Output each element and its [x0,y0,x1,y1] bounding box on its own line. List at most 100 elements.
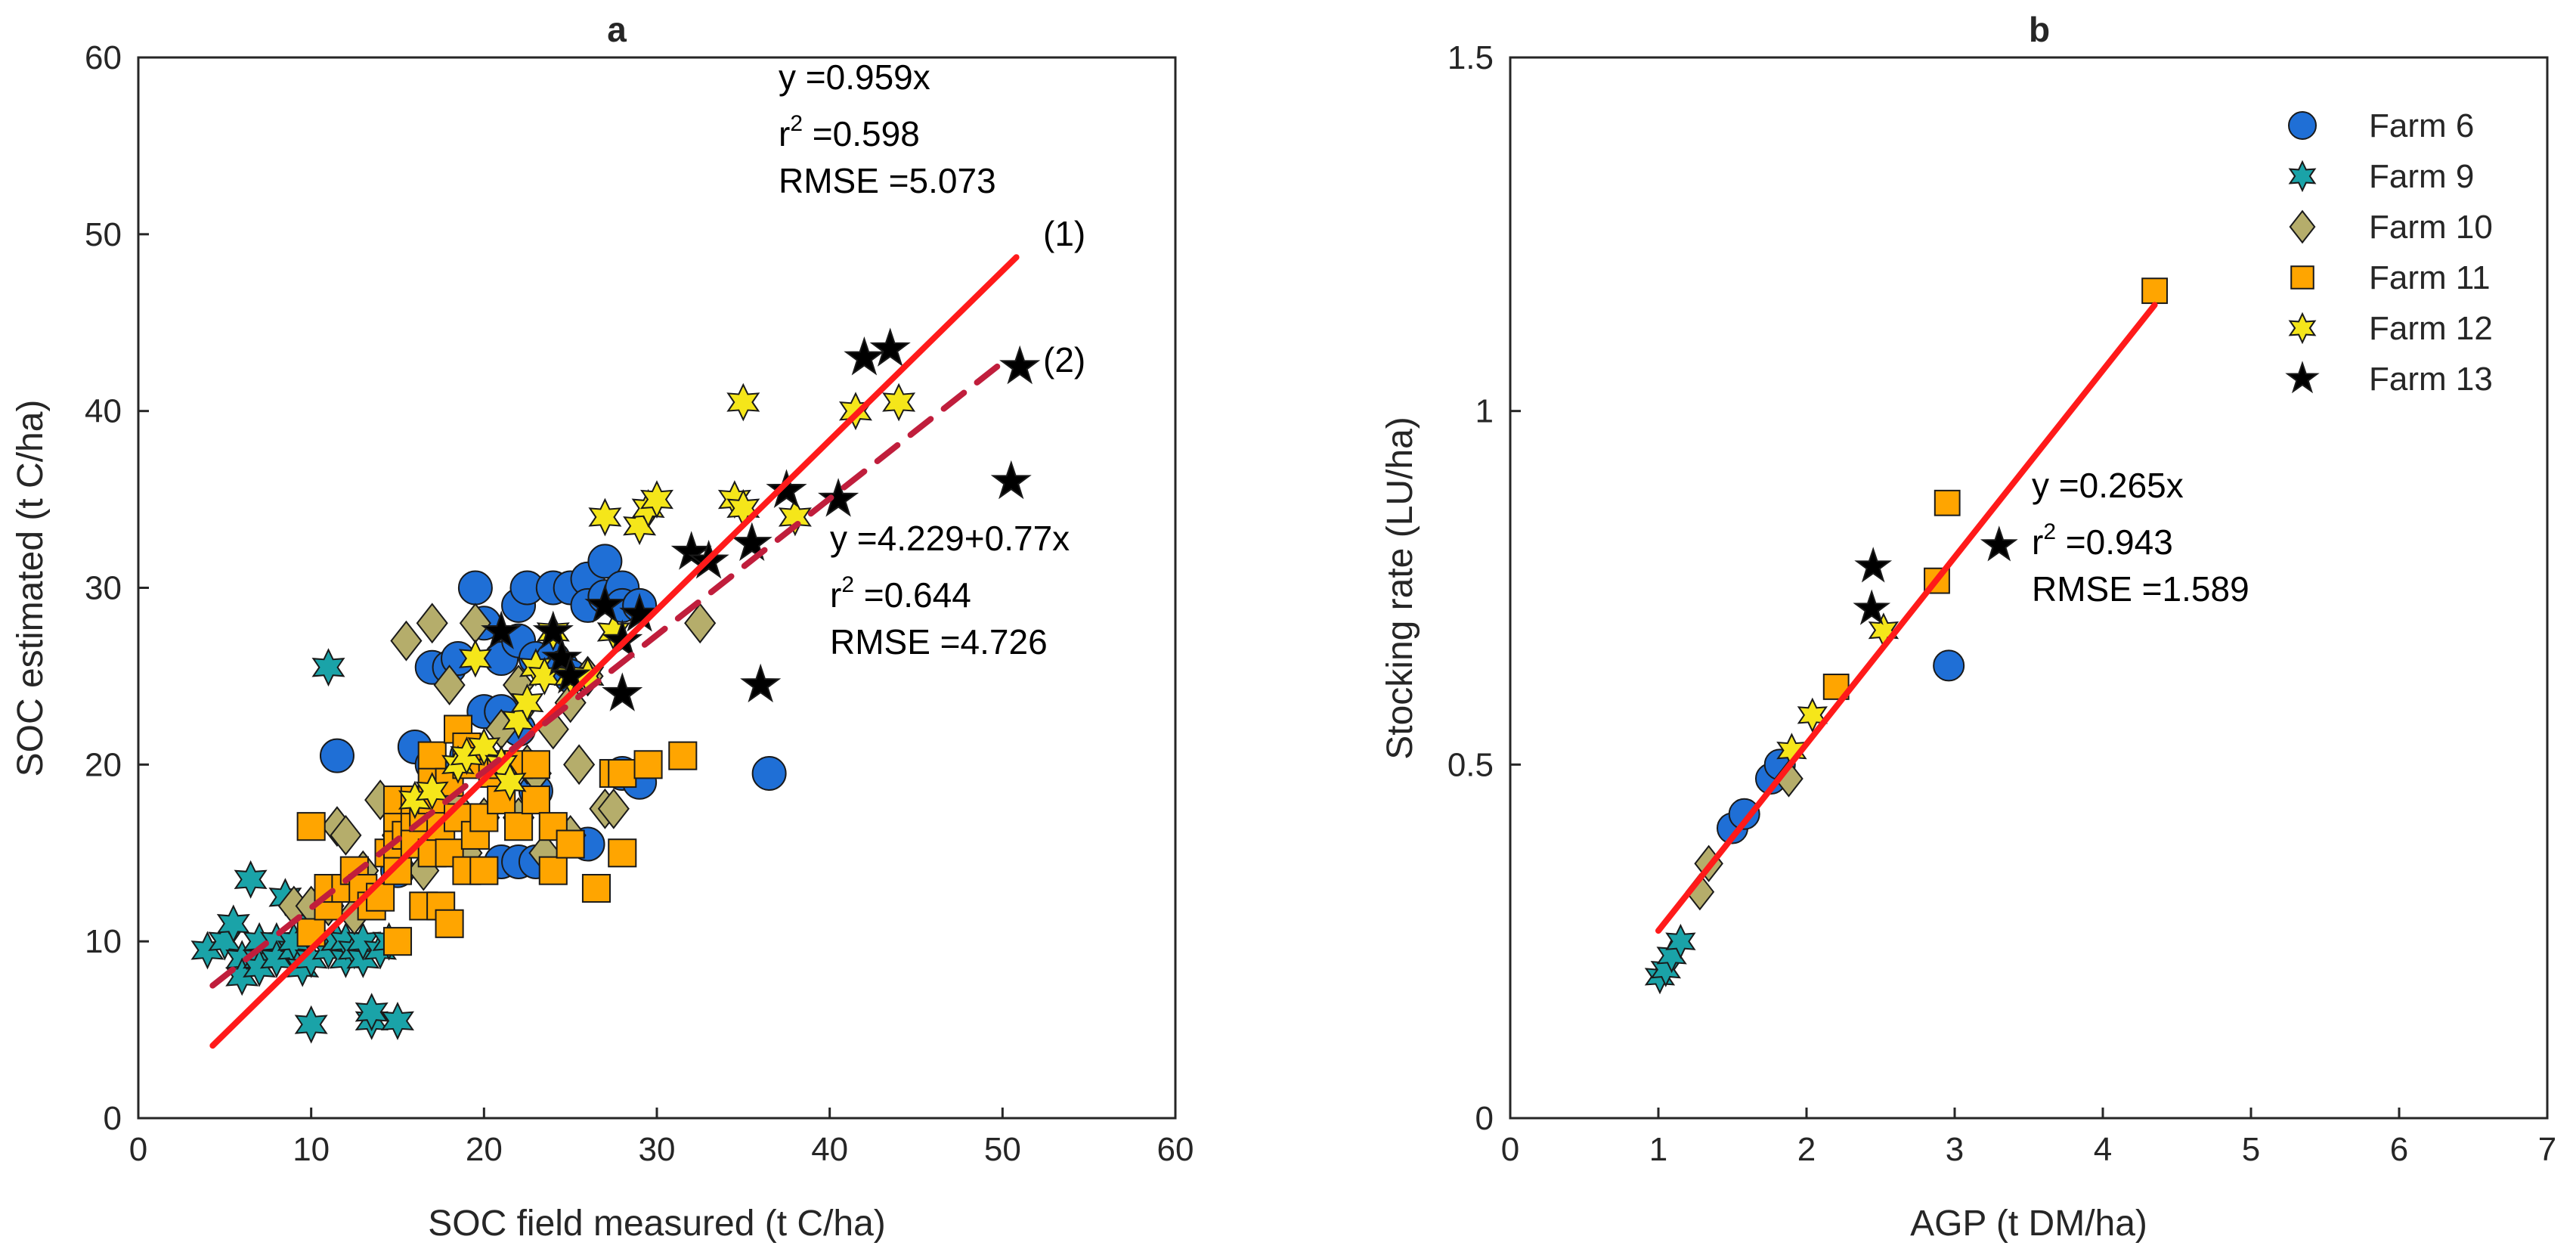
x-tick-label: 50 [984,1131,1021,1168]
farm-9-point [216,904,250,944]
fit-line-solid [1655,302,2158,934]
x-tick-label: 30 [639,1131,676,1168]
y-tick-label: 0 [104,1100,122,1137]
farm-13-point [999,345,1041,385]
x-tick-label: 10 [293,1131,330,1168]
farm-13-point [670,531,712,570]
panel-b-x-axis-label: AGP (t DM/ha) [1910,1204,2147,1244]
farm-6-point [587,544,623,579]
farm-11-point [469,856,499,885]
y-tick-label: 50 [85,216,122,253]
farm-12-point [415,771,449,810]
farm-13-point [602,619,643,658]
farm-11-point [668,741,698,770]
farm-10-point [416,603,448,644]
x-tick-label: 3 [1946,1131,1964,1168]
x-tick-label: 7 [2538,1131,2556,1168]
y-tick-label: 10 [85,923,122,960]
panel-a-fit1-r2: r2 =0.598 [779,111,920,153]
farm-13-point [584,584,626,623]
x-tick-label: 0 [129,1131,147,1168]
farm-13-point [990,460,1032,500]
farm-13-point [1854,547,1893,583]
y-tick-label: 60 [85,39,122,76]
farm-12-point [882,383,916,422]
farm-9-point [294,1005,328,1044]
legend-label-farm-9: Farm 9 [2369,158,2474,195]
farm-11-point [1934,489,1961,516]
farm-11-point [556,829,585,859]
farm-11-point [382,927,413,956]
farm-13-point [844,336,885,376]
y-tick-label: 1.5 [1447,39,1494,76]
panel-b-fit-equation: y =0.265x [2032,466,2184,505]
farm-10-point [597,788,630,829]
x-tick-label: 2 [1797,1131,1816,1168]
farm-6-point [457,570,493,606]
x-tick-label: 20 [466,1131,503,1168]
farm-11-point [538,856,568,885]
farm-12-point [623,507,657,546]
legend-label-farm-11: Farm 11 [2369,259,2491,296]
farm-12-point [510,683,544,722]
farm-13-point [740,663,782,703]
farm-12-point [493,763,527,802]
farm-13-point [619,593,661,632]
x-tick-label: 0 [1501,1131,1519,1168]
farm-6-point [319,738,355,773]
legend-marker-farm-11 [2290,265,2314,290]
x-tick-label: 60 [1157,1131,1194,1168]
panel-a: a 0 10 20 30 40 50 60 0 10 20 30 40 50 60 SOC field m… [11,10,1194,1244]
fit-line-solid [209,254,1020,1049]
farm-13-point [602,672,643,711]
panel-a-fit1-rmse: RMSE =5.073 [779,161,996,200]
farm-6-point [751,756,787,792]
farm-11-point [417,741,447,770]
farm-9-point [234,860,268,899]
legend-label-farm-12: Farm 12 [2369,310,2493,347]
x-tick-label: 1 [1649,1131,1667,1168]
panel-a-y-axis-label: SOC estimated (t C/ha) [11,400,51,777]
panel-a-fit-lines [209,254,1020,1049]
y-tick-label: 0 [1475,1100,1494,1137]
farm-11-point [633,750,663,779]
farm-9-point [208,922,242,961]
farm-10-point [563,744,596,785]
legend-label-farm-13: Farm 13 [2369,361,2493,398]
y-tick-label: 30 [85,570,122,607]
panel-a-fit2-r2: r2 =0.644 [830,572,971,615]
legend-marker-farm-13 [2285,361,2320,394]
panel-b: b 0 1 2 3 4 5 6 7 0 0.5 1 1.5 AGP (t DM/ha) Stockin… [1380,10,2556,1244]
farm-11-point [608,758,637,789]
farm-13-point [766,469,807,508]
legend-marker-farm-9 [2288,160,2317,193]
legend-marker-farm-6 [2288,111,2317,140]
panel-a-fit2-label: (2) [1043,340,1085,380]
panel-b-y-axis-label: Stocking rate (LU/ha) [1380,417,1420,760]
farm-11-point [2141,277,2168,305]
farm-13-point [532,610,574,649]
panel-b-title: b [2029,10,2050,49]
farm-10-point [684,603,717,644]
farm-10-point [433,665,466,706]
panel-a-ticks: 0 10 20 30 40 50 60 0 10 20 30 40 50 60 [85,39,1194,1168]
panel-b-fit-rmse: RMSE =1.589 [2032,569,2249,609]
fit-line-dashed [209,361,1002,989]
panel-a-fit2-equation: y =4.229+0.77x [830,519,1070,558]
x-tick-label: 5 [2242,1131,2260,1168]
farm-13-point [731,522,772,562]
legend-label-farm-6: Farm 6 [2369,107,2474,144]
panel-a-x-axis-label: SOC field measured (t C/ha) [428,1204,886,1244]
panel-b-ticks: 0 1 2 3 4 5 6 7 0 0.5 1 1.5 [1447,39,2556,1168]
x-tick-label: 6 [2390,1131,2408,1168]
farm-13-point [817,478,859,517]
farm-13-point [481,610,522,649]
farm-12-point [1797,697,1828,733]
farm-10-point [1774,760,1804,798]
x-tick-label: 40 [811,1131,848,1168]
farm-11-point [521,750,550,779]
farm-9-point [1665,923,1696,959]
farm-12-point [502,701,536,740]
farm-11-point [608,838,637,868]
